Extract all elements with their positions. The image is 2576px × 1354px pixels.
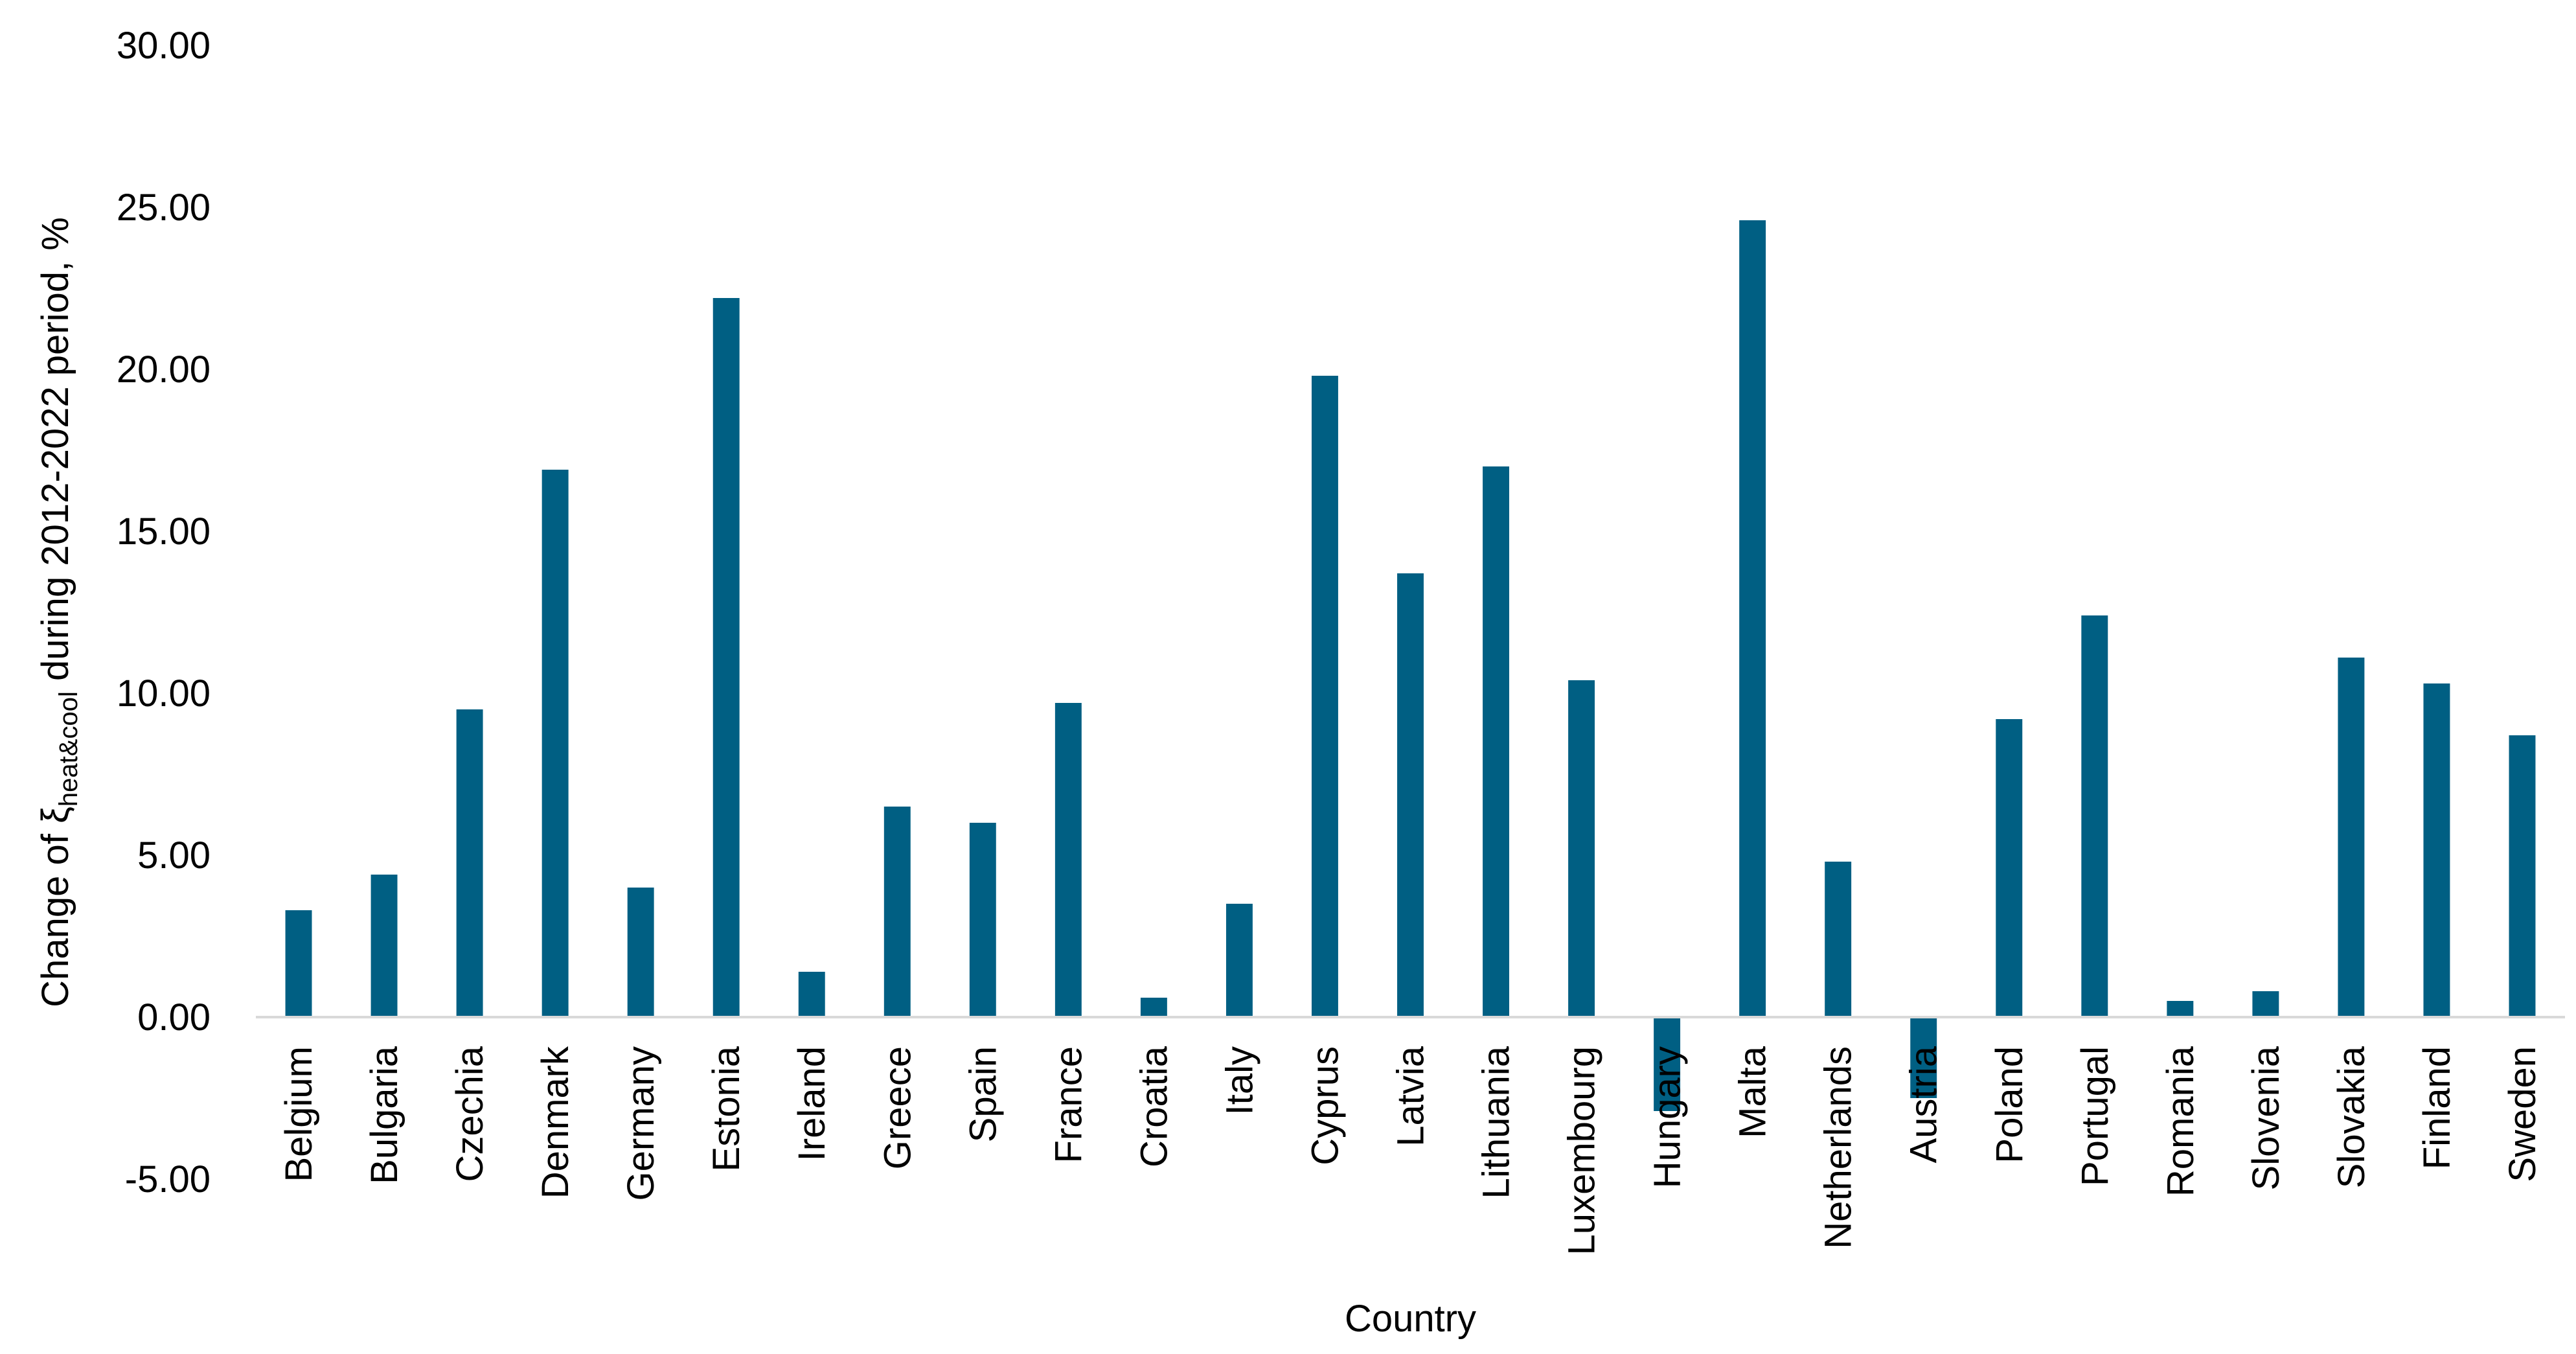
x-category-label: Sweden xyxy=(2502,1046,2544,1182)
bar-cyprus xyxy=(1311,376,1338,1017)
bar-poland xyxy=(1996,719,2023,1017)
x-category-label: Luxembourg xyxy=(1561,1046,1603,1255)
bar-sweden xyxy=(2509,735,2536,1017)
x-axis-title: Country xyxy=(1345,1298,1476,1340)
x-category-label: Finland xyxy=(2416,1046,2458,1169)
bar-slovenia xyxy=(2252,991,2279,1017)
x-category-label: Lithuania xyxy=(1476,1046,1518,1199)
bar-hungary xyxy=(1654,1017,1681,1111)
y-tick-label: 30.00 xyxy=(117,25,211,67)
x-category-label: Romania xyxy=(2160,1046,2202,1197)
x-category-label: Greece xyxy=(876,1046,918,1169)
bar-denmark xyxy=(541,470,569,1017)
bar-bulgaria xyxy=(370,875,398,1017)
x-axis-category-labels: Belgium Bulgaria Czechia Denmark Germany Esto… xyxy=(278,1046,2544,1255)
bar-greece xyxy=(883,807,911,1017)
x-category-label: Slovakia xyxy=(2331,1046,2373,1188)
x-category-label: Cyprus xyxy=(1304,1046,1346,1165)
bar-france xyxy=(1054,703,1082,1017)
bar-spain xyxy=(969,823,996,1017)
y-axis-title-suffix: during 2012-2022 period, % xyxy=(34,217,76,691)
bar-netherlands xyxy=(1825,862,1852,1017)
x-category-label: France xyxy=(1047,1046,1089,1164)
x-category-label: Czechia xyxy=(449,1046,491,1182)
x-category-label: Croatia xyxy=(1133,1046,1175,1167)
bar-portugal xyxy=(2081,615,2108,1017)
bar-austria xyxy=(1910,1017,1937,1098)
y-tick-label: 5.00 xyxy=(137,834,211,877)
y-tick-label: -5.00 xyxy=(125,1158,211,1200)
bar-finland xyxy=(2423,683,2450,1017)
x-category-label: Malta xyxy=(1732,1046,1774,1138)
x-category-label: Poland xyxy=(1989,1046,2031,1164)
x-category-label: Portugal xyxy=(2074,1046,2116,1186)
x-category-label: Latvia xyxy=(1390,1046,1432,1147)
x-category-label: Estonia xyxy=(705,1046,747,1171)
x-category-label: Italy xyxy=(1218,1046,1260,1115)
y-tick-label: 20.00 xyxy=(117,349,211,391)
x-category-label: Hungary xyxy=(1647,1046,1689,1188)
bar-germany xyxy=(627,888,654,1017)
x-category-label: Bulgaria xyxy=(363,1046,405,1184)
bar-latvia xyxy=(1397,573,1424,1017)
x-category-label: Slovenia xyxy=(2245,1046,2287,1190)
bars xyxy=(285,220,2536,1111)
x-category-label: Germany xyxy=(620,1046,662,1201)
y-axis-ticks: -5.00 0.00 5.00 10.00 15.00 20.00 25.00 30.00 xyxy=(117,25,211,1200)
bar-italy xyxy=(1225,904,1253,1017)
y-tick-label: 0.00 xyxy=(137,996,211,1038)
bar-malta xyxy=(1739,220,1766,1017)
x-category-label: Denmark xyxy=(534,1046,576,1199)
x-category-label: Belgium xyxy=(278,1046,320,1182)
y-tick-label: 15.00 xyxy=(117,511,211,553)
bar-estonia xyxy=(712,298,740,1017)
bar-romania xyxy=(2167,1001,2194,1017)
bar-luxembourg xyxy=(1568,680,1595,1017)
bar-slovakia xyxy=(2338,658,2365,1017)
y-tick-label: 25.00 xyxy=(117,187,211,229)
bar-ireland xyxy=(798,972,825,1017)
y-axis-title-prefix: Change of ξ xyxy=(34,807,76,1007)
y-axis-title: Change of ξheat&cool during 2012-2022 pe… xyxy=(34,217,83,1007)
x-category-label: Netherlands xyxy=(1818,1046,1860,1249)
x-category-label: Spain xyxy=(962,1046,1004,1142)
bar-czechia xyxy=(456,709,483,1017)
x-category-label: Ireland xyxy=(791,1046,833,1161)
bar-belgium xyxy=(285,910,312,1017)
x-category-label: Austria xyxy=(1903,1046,1945,1163)
y-axis-title-subscript: heat&cool xyxy=(54,691,83,807)
bar-croatia xyxy=(1140,998,1167,1017)
bar-lithuania xyxy=(1483,466,1510,1017)
y-tick-label: 10.00 xyxy=(117,672,211,715)
